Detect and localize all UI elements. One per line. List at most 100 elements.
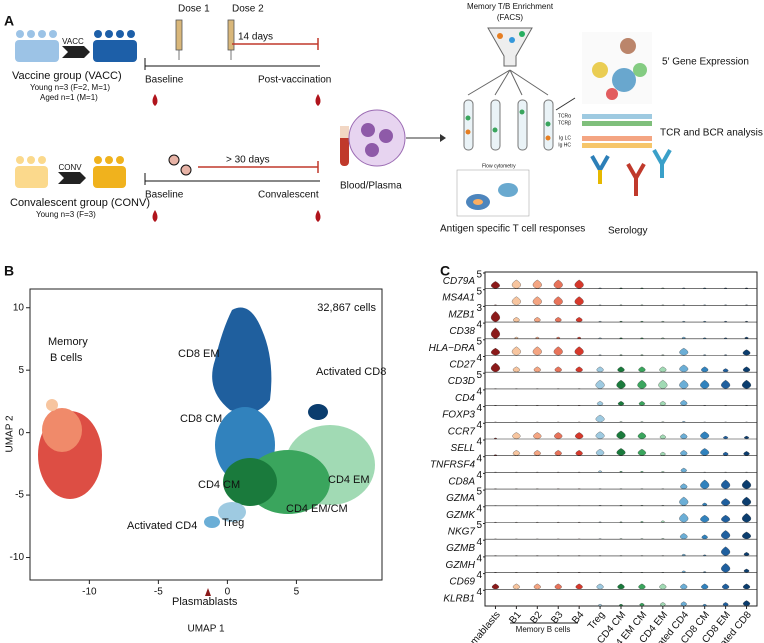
row-max-label: 5	[476, 336, 482, 347]
violin	[637, 448, 647, 456]
violin	[679, 347, 689, 356]
violin	[680, 583, 688, 590]
arrow-label: VACC	[62, 37, 84, 46]
violin	[596, 401, 604, 406]
violin	[532, 279, 542, 289]
vaccine-people	[15, 30, 137, 62]
violin	[638, 401, 646, 406]
output-label: Antigen specific T cell responses	[440, 224, 585, 235]
violin	[532, 296, 542, 306]
violin	[700, 514, 710, 523]
violin	[659, 434, 666, 440]
gene-label: TNFRSF4	[430, 460, 475, 471]
violin	[721, 498, 731, 506]
group-info: Aged n=1 (M=1)	[40, 93, 98, 102]
row-max-label: 4	[476, 387, 482, 398]
violin	[742, 366, 751, 373]
violin	[553, 279, 563, 289]
panel-label: B	[4, 263, 14, 279]
gene-label: FOXP3	[442, 410, 475, 421]
output-label: 5′ Gene Expression	[662, 57, 749, 68]
violin	[533, 450, 541, 456]
violin	[598, 604, 603, 607]
row-max-label: 4	[476, 353, 482, 364]
violin	[742, 531, 751, 540]
row-max-label: 4	[476, 537, 482, 548]
violin	[595, 448, 605, 456]
row-max-label: 4	[476, 570, 482, 581]
row-max-label: 4	[476, 587, 482, 598]
syringes	[175, 19, 235, 60]
violin	[616, 430, 626, 440]
plot-frame	[29, 288, 383, 581]
violin	[574, 279, 584, 289]
violin	[532, 346, 542, 356]
x-tick-label: -5	[154, 587, 163, 598]
x-tick-label: 0	[225, 587, 231, 598]
x-tick-label: 5	[294, 587, 300, 598]
cluster-label: CD8 CM	[180, 413, 222, 425]
dose-label: Dose 1	[178, 4, 210, 15]
violin	[741, 479, 752, 490]
dose-label: Dose 2	[232, 4, 264, 15]
cluster-label: B cells	[50, 352, 83, 364]
violin	[702, 604, 707, 607]
violin	[638, 583, 646, 590]
violin	[575, 317, 583, 323]
violin	[513, 317, 520, 323]
violin	[659, 401, 666, 406]
violin	[721, 379, 731, 390]
step-title: (FACS)	[497, 13, 524, 22]
violin	[595, 431, 605, 440]
cell-type-label: Plasmablasts	[456, 610, 503, 643]
violin	[556, 336, 561, 339]
violin	[533, 366, 541, 373]
violin	[679, 496, 689, 506]
gene-label: CD4	[455, 393, 475, 404]
violin	[700, 479, 710, 490]
gene-label: KLRB1	[443, 593, 475, 604]
timepoint: Baseline	[145, 75, 184, 86]
violin	[742, 349, 751, 356]
gene-label: CD3D	[448, 376, 475, 387]
violin	[637, 379, 647, 390]
violin	[680, 433, 688, 440]
timeline	[144, 38, 320, 70]
violin	[511, 279, 521, 289]
timepoint: Baseline	[145, 190, 184, 201]
step-title: Memory T/B Enrichment	[467, 2, 554, 11]
row-max-label: 5	[476, 286, 482, 297]
violin	[512, 583, 521, 590]
violin	[658, 379, 668, 390]
row-max-label: 4	[476, 453, 482, 464]
violin	[742, 583, 751, 590]
y-tick-label: 5	[18, 365, 24, 376]
violin	[490, 362, 501, 373]
violin	[533, 583, 541, 590]
violin	[598, 470, 603, 473]
violin	[554, 366, 562, 373]
row-max-label: 5	[476, 370, 482, 381]
gene-label: MS4A1	[442, 293, 475, 304]
gene-label: CD38	[449, 326, 475, 337]
violin	[595, 379, 605, 390]
violin	[660, 520, 665, 523]
violin	[553, 296, 563, 306]
cluster-label: Plasmablasts	[172, 596, 238, 608]
violin	[595, 414, 605, 423]
violin	[721, 479, 731, 490]
panel-label: A	[4, 13, 14, 29]
gene-label: CD27	[449, 359, 475, 370]
violin	[491, 347, 500, 356]
output-label: Flow cytometry	[482, 163, 516, 169]
gene-label: MZB1	[448, 309, 475, 320]
violin	[596, 366, 604, 373]
violin	[533, 432, 542, 440]
violin	[722, 451, 729, 456]
violin	[721, 530, 731, 540]
blood-drops	[152, 94, 321, 222]
violin	[700, 379, 710, 390]
arrow-label: CONV	[58, 163, 82, 172]
gene-label: CD69	[449, 577, 475, 588]
violin	[743, 568, 750, 573]
